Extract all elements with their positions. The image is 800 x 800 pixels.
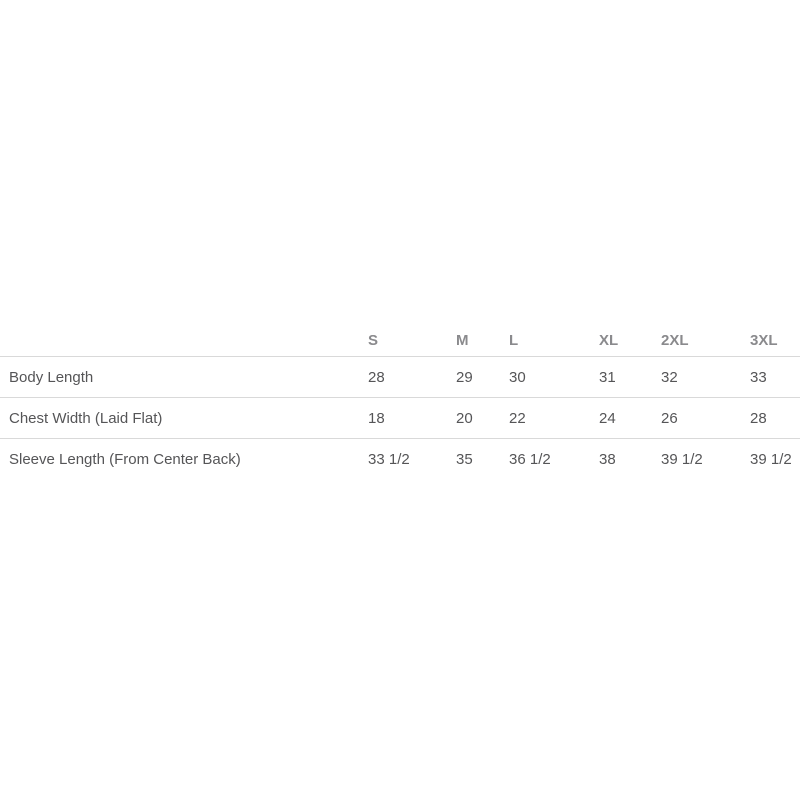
column-header-3xl: 3XL: [750, 318, 800, 357]
size-value-cell: 31: [599, 356, 661, 398]
column-header-s: S: [368, 318, 456, 357]
column-header-l: L: [509, 318, 599, 357]
size-value-cell: 18: [368, 397, 456, 439]
size-value-cell: 33 1/2: [368, 450, 410, 468]
table-row-chest-width: Chest Width (Laid Flat) 18 20 22 24 26 2…: [0, 397, 800, 439]
column-header-xl: XL: [599, 318, 661, 357]
size-value-cell: 28: [368, 356, 456, 398]
size-value-cell: 22: [509, 397, 599, 439]
size-value-cell: 26: [661, 397, 750, 439]
size-value-cell: 24: [599, 397, 661, 439]
size-value-cell: 20: [456, 397, 509, 439]
size-value-cell: 29: [456, 356, 509, 398]
row-label: Sleeve Length (From Center Back): [9, 450, 241, 468]
row-label: Body Length: [0, 356, 368, 398]
size-value-cell: 35: [456, 450, 473, 468]
column-header-m: M: [456, 318, 509, 357]
size-value-cell: 38: [599, 450, 616, 468]
header-empty-cell: [0, 318, 368, 357]
table-row-sleeve-length: Sleeve Length (From Center Back) 33 1/2 …: [0, 439, 800, 480]
size-value-cell: 30: [509, 356, 599, 398]
size-value-cell: 33: [750, 356, 800, 398]
size-value-cell: 39 1/2: [750, 450, 792, 468]
header-row: S M L XL 2XL 3XL: [0, 318, 800, 357]
row-label: Chest Width (Laid Flat): [0, 397, 368, 439]
size-value-cell: 28: [750, 397, 800, 439]
size-value-cell: 39 1/2: [661, 450, 703, 468]
size-chart-table: S M L XL 2XL 3XL Body Length 28 29 30 31…: [0, 318, 800, 479]
table-row-body-length: Body Length 28 29 30 31 32 33: [0, 356, 800, 398]
size-value-cell: 36 1/2: [509, 450, 551, 468]
size-chart-section: S M L XL 2XL 3XL Body Length 28 29 30 31…: [0, 318, 800, 479]
column-header-2xl: 2XL: [661, 318, 750, 357]
size-value-cell: 32: [661, 356, 750, 398]
